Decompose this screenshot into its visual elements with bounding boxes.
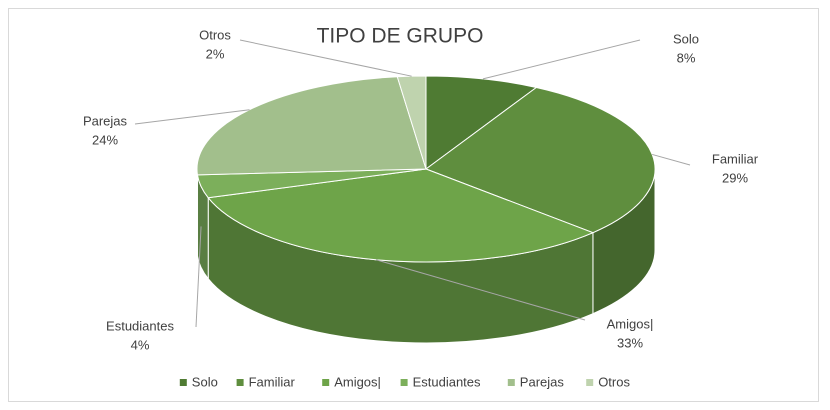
slice [396, 75, 427, 170]
legend-label: Parejas [520, 374, 565, 389]
leader-line [134, 109, 250, 125]
slice [207, 168, 595, 263]
leader-line [482, 39, 641, 80]
data-label-name: Parejas [83, 113, 128, 128]
slice [424, 86, 656, 234]
legend-label: Familiar [249, 374, 296, 389]
data-label-value: 2% [206, 46, 225, 61]
data-label-name: Estudiantes [106, 318, 174, 333]
data-label-value: 4% [131, 337, 150, 352]
legend-swatch [322, 379, 330, 386]
data-label-value: 24% [92, 132, 118, 147]
leader-line [652, 153, 691, 166]
data-label-name: Familiar [712, 151, 759, 166]
legend-label: Solo [192, 374, 218, 389]
data-label-value: 33% [617, 335, 643, 350]
legend-label: Otros [598, 374, 630, 389]
legend-swatch [179, 379, 187, 386]
data-label-name: Otros [199, 27, 231, 42]
legend-label: Amigos| [334, 374, 381, 389]
leader-line [195, 226, 202, 328]
data-label-value: 8% [677, 50, 696, 65]
leader-line [239, 39, 412, 77]
leader-line [375, 259, 586, 321]
data-label-name: Amigos| [607, 316, 654, 331]
data-label-value: 29% [722, 170, 748, 185]
legend-swatch [507, 379, 515, 386]
legend-swatch [586, 379, 594, 386]
slice [425, 75, 538, 170]
data-label-name: Solo [673, 31, 699, 46]
legend-swatch [400, 379, 408, 386]
legend-swatch [236, 379, 244, 386]
legend-label: Estudiantes [413, 374, 481, 389]
chart-title: TIPO DE GRUPO [317, 25, 484, 48]
